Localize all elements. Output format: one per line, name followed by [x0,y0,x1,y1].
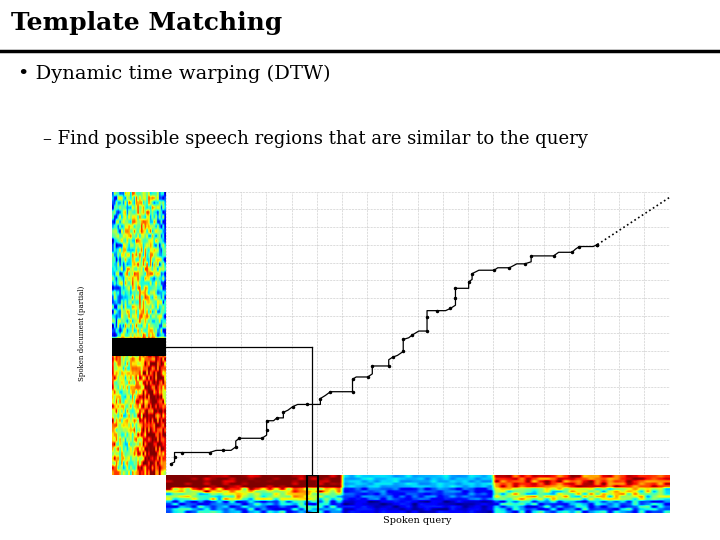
Text: Template Matching: Template Matching [11,11,282,35]
Bar [112,339,166,355]
Text: • Dynamic time warping (DTW): • Dynamic time warping (DTW) [18,65,330,83]
Text: Spoken document (partial): Spoken document (partial) [78,286,86,381]
X-axis label: Spoken query: Spoken query [384,516,451,525]
Text: – Find possible speech regions that are similar to the query: – Find possible speech regions that are … [43,130,588,148]
Bar [307,475,318,513]
